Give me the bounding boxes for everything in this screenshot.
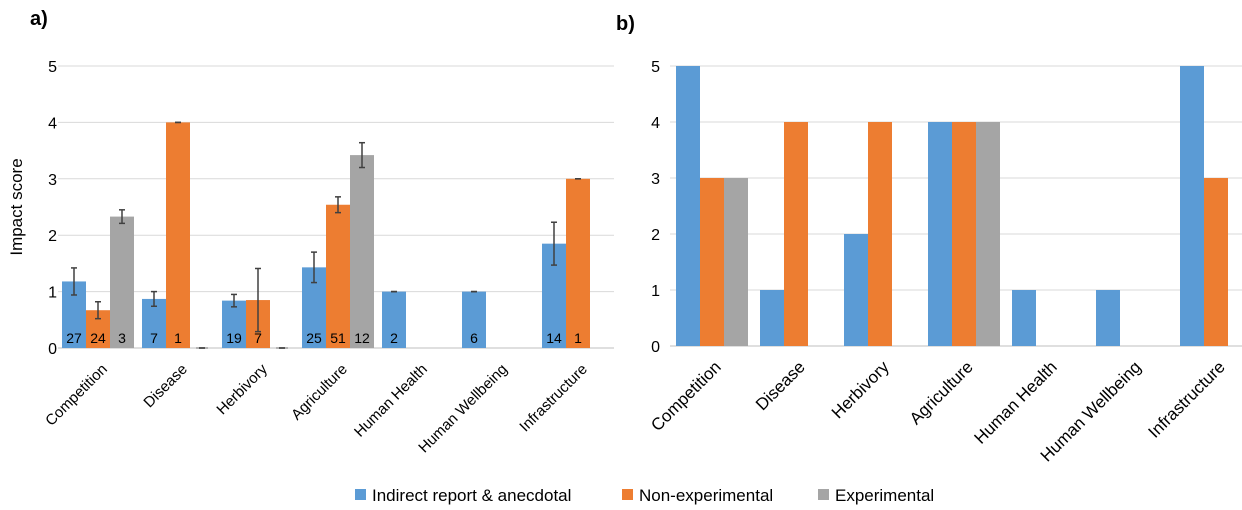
y-tick-label: 3 [651, 171, 660, 188]
sample-size-label: 51 [330, 330, 346, 346]
panel-label: b) [616, 13, 635, 35]
bar [222, 300, 246, 348]
y-tick-label: 2 [48, 228, 57, 245]
bar [1180, 66, 1204, 346]
bar [844, 234, 868, 346]
category-label: Competition [42, 361, 111, 430]
category-label: Infrastructure [516, 361, 591, 436]
legend-swatch [818, 489, 829, 500]
sample-size-label: 25 [306, 330, 322, 346]
sample-size-label: 2 [390, 330, 398, 346]
sample-size-label: 12 [354, 330, 370, 346]
sample-size-label: 7 [254, 330, 262, 346]
y-tick-label: 1 [651, 283, 660, 300]
bar [350, 155, 374, 348]
category-label: Agriculture [906, 357, 977, 428]
legend-label: Non-experimental [639, 486, 773, 505]
sample-size-label: 7 [150, 330, 158, 346]
bar [462, 291, 486, 348]
bar [1096, 290, 1120, 346]
bar [566, 178, 590, 348]
y-tick-label: 4 [48, 115, 57, 132]
panel-label: a) [30, 8, 48, 30]
bar [952, 122, 976, 346]
bar [166, 122, 190, 349]
y-tick-label: 2 [651, 227, 660, 244]
sample-size-label: 1 [574, 330, 582, 346]
panel-b: b) 0 1 2 3 4 5 Competition Disease Herbivory Agric… [616, 13, 1242, 465]
bar [1012, 290, 1036, 346]
bar [326, 204, 350, 348]
sample-size-label: 19 [226, 330, 242, 346]
y-axis-label: Impact score [7, 158, 26, 255]
bar [382, 291, 406, 348]
category-label: Disease [140, 361, 190, 411]
category-label: Human Health [971, 357, 1061, 447]
bar [784, 122, 808, 346]
category-label: Herbivory [213, 360, 271, 418]
category-label: Agriculture [288, 361, 351, 424]
category-label: Infrastructure [1145, 357, 1229, 441]
legend: Indirect report & anecdotal Non-experimen… [355, 486, 934, 505]
bar [142, 298, 166, 348]
legend-swatch [622, 489, 633, 500]
category-label: Human Health [351, 361, 431, 441]
bar [976, 122, 1000, 346]
bar [724, 178, 748, 346]
sample-size-label: 14 [546, 330, 562, 346]
bar [676, 66, 700, 346]
category-label: Herbivory [828, 357, 893, 422]
bar [868, 122, 892, 346]
legend-label: Experimental [835, 486, 934, 505]
category-label: Competition [647, 357, 725, 435]
sample-size-label: 27 [66, 330, 82, 346]
category-label: Disease [752, 357, 809, 414]
y-tick-label: 1 [48, 285, 57, 302]
sample-size-label: 6 [470, 330, 478, 346]
y-tick-label: 5 [651, 59, 660, 76]
bar [110, 216, 134, 348]
legend-swatch [355, 489, 366, 500]
category-label: Human Wellbeing [415, 361, 511, 457]
legend-label: Indirect report & anecdotal [372, 486, 571, 505]
bar [928, 122, 952, 346]
bar [700, 178, 724, 346]
y-tick-label: 0 [651, 339, 660, 356]
y-tick-label: 3 [48, 172, 57, 189]
y-tick-label: 0 [48, 341, 57, 358]
y-tick-label: 5 [48, 59, 57, 76]
sample-size-label: 3 [118, 330, 126, 346]
bar [1204, 178, 1228, 346]
sample-size-label: 24 [90, 330, 106, 346]
y-tick-label: 4 [651, 115, 660, 132]
sample-size-label: 1 [174, 330, 182, 346]
bar [760, 290, 784, 346]
